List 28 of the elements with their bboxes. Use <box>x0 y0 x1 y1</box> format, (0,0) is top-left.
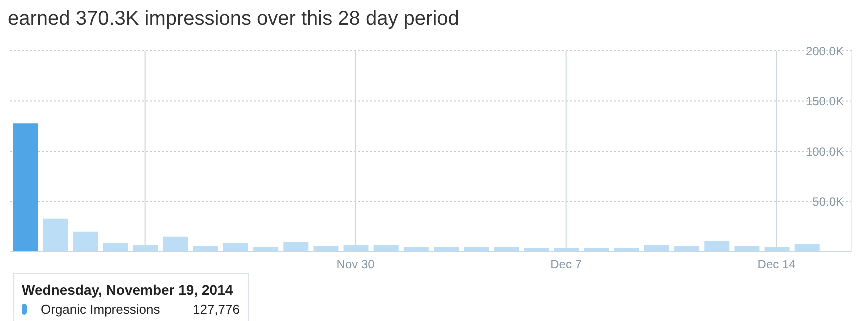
x-tick-label: Nov 30 <box>336 258 376 272</box>
bar <box>43 218 68 252</box>
x-tick-label: Dec 14 <box>758 258 796 272</box>
bar <box>103 242 128 252</box>
bar <box>193 246 218 252</box>
bar <box>224 242 248 252</box>
y-tick-label: 100.0K <box>806 144 844 159</box>
bar <box>344 244 369 252</box>
bar <box>374 244 399 252</box>
bar <box>133 244 158 252</box>
text: Wednesday, November 19, 2014 <box>22 282 234 298</box>
bar <box>734 246 760 252</box>
bar <box>704 240 730 252</box>
text: 127,776 <box>193 302 240 317</box>
bar <box>284 242 309 252</box>
bar <box>73 232 98 252</box>
bar <box>644 244 670 252</box>
chart-title: earned 370.3K impressions over this 28 day period <box>8 8 460 32</box>
bar <box>163 236 188 252</box>
bar <box>674 246 700 252</box>
bar <box>13 124 38 252</box>
bar <box>314 246 339 252</box>
x-tick-label: Dec 7 <box>550 258 582 272</box>
y-tick-label: 150.0K <box>806 94 844 109</box>
y-tick-label: 200.0K <box>806 44 844 58</box>
y-tick-label: 50.0K <box>812 195 844 210</box>
text: Organic Impressions <box>41 302 162 317</box>
bar <box>794 244 820 252</box>
